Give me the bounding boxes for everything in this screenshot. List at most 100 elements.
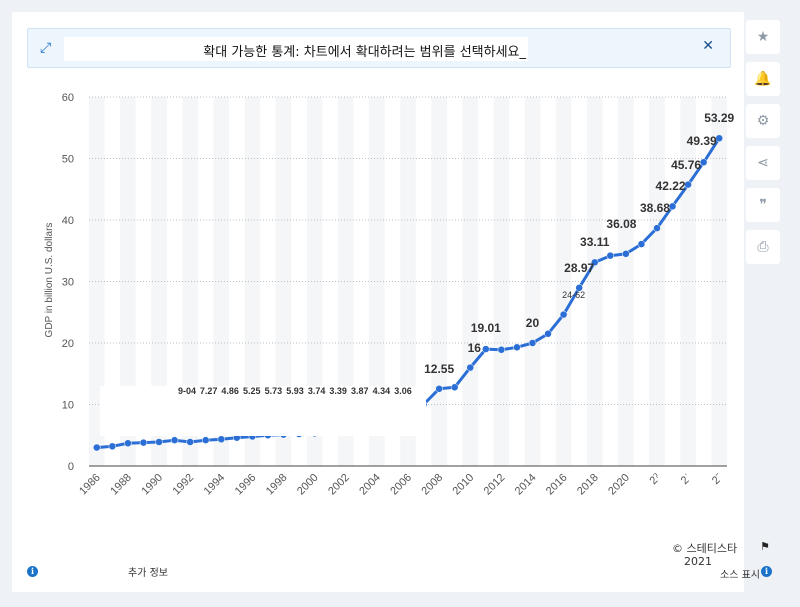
x-tick-label: 2004 — [357, 472, 383, 498]
data-point[interactable] — [637, 240, 646, 248]
data-point[interactable] — [559, 310, 568, 319]
x-tick-label: 2018 — [575, 472, 601, 498]
data-label: 53.29 — [704, 111, 734, 125]
data-label: 3.74 — [308, 386, 326, 396]
data-label: 5.73 — [265, 386, 283, 396]
print-button[interactable]: ⎙ — [746, 230, 780, 264]
column-band — [275, 97, 292, 466]
data-label: 24-62 — [562, 290, 585, 300]
data-label: 12.55 — [424, 362, 454, 376]
x-tick-label: 1986 — [77, 472, 103, 498]
data-label: 3.06 — [394, 386, 412, 396]
star-icon: ★ — [756, 29, 770, 45]
data-point[interactable] — [466, 363, 474, 372]
x-tick-label: 1990 — [139, 472, 165, 498]
more-info-link[interactable]: 추가 정보 — [128, 568, 168, 579]
column-band — [431, 97, 447, 466]
x-tick-label: 2016 — [544, 472, 570, 498]
expand-icon[interactable]: ⤢ — [40, 40, 52, 56]
x-tick-label: 2020 — [606, 472, 632, 498]
data-point[interactable] — [170, 436, 179, 444]
data-label: 42.22 — [656, 179, 686, 193]
x-tick-label: 2ˉ — [710, 471, 726, 487]
data-point[interactable] — [108, 442, 117, 451]
data-point[interactable] — [482, 345, 490, 353]
data-point[interactable] — [653, 224, 661, 232]
y-tick-label: 30 — [62, 277, 74, 289]
data-point[interactable] — [528, 339, 537, 347]
data-point[interactable] — [668, 202, 677, 211]
x-tick-label: 1998 — [264, 472, 290, 498]
flag-icon[interactable]: ⚑ — [760, 541, 770, 553]
data-point[interactable] — [217, 435, 226, 443]
data-label: 19.01 — [471, 321, 501, 335]
column-band — [151, 97, 167, 466]
data-label: 28.97 — [564, 261, 594, 275]
share-button[interactable]: ⋖ — [746, 146, 780, 180]
gear-icon: ⚙ — [756, 113, 770, 129]
data-label: 45.76 — [671, 158, 701, 172]
data-label: 9-04 — [178, 386, 196, 396]
x-tick-label: 2014 — [513, 472, 539, 498]
x-tick-label: 2000 — [295, 472, 321, 498]
column-band — [244, 97, 261, 466]
settings-button[interactable]: ⚙ — [746, 104, 780, 138]
column-band — [182, 97, 198, 466]
data-point[interactable] — [715, 134, 723, 143]
column-band — [618, 97, 634, 466]
overlay-box — [100, 386, 426, 436]
data-point[interactable] — [155, 438, 163, 446]
column-band — [120, 97, 136, 466]
column-band — [524, 97, 541, 466]
data-label: 7.27 — [200, 386, 218, 396]
data-point[interactable] — [497, 346, 506, 354]
data-point[interactable] — [186, 438, 194, 446]
x-tick-label: 2ˀ — [648, 472, 664, 488]
data-point[interactable] — [201, 436, 210, 444]
y-tick-label: 20 — [62, 338, 74, 350]
column-band — [493, 97, 510, 466]
data-point[interactable] — [684, 180, 692, 189]
notification-button[interactable]: 🔔 — [746, 62, 780, 96]
data-point[interactable] — [544, 330, 552, 338]
cite-button[interactable]: ❞ — [746, 188, 780, 222]
x-tick-label: 1992 — [170, 472, 196, 498]
x-tick-label: 2002 — [326, 472, 352, 498]
data-label: 3.39 — [329, 386, 347, 396]
data-point[interactable] — [139, 438, 148, 447]
data-point[interactable] — [590, 258, 599, 267]
data-label: 33.11 — [580, 235, 610, 249]
data-point[interactable] — [575, 284, 583, 292]
data-point[interactable] — [699, 158, 708, 167]
bell-icon: 🔔 — [754, 71, 772, 87]
x-tick-label: 2012 — [482, 472, 508, 498]
x-tick-label: 2006 — [388, 472, 414, 498]
share-icon: ⋖ — [757, 155, 769, 171]
column-band — [337, 97, 354, 466]
favorite-button[interactable]: ★ — [746, 20, 780, 54]
copyright-year: 2021 — [684, 555, 712, 568]
data-point[interactable] — [622, 250, 630, 258]
column-band — [89, 97, 105, 466]
data-label: 20 — [526, 316, 540, 330]
data-point[interactable] — [435, 385, 443, 393]
x-tick-label: 2010 — [451, 472, 477, 498]
y-tick-label: 0 — [68, 461, 74, 473]
data-point[interactable] — [93, 443, 101, 452]
print-icon: ⎙ — [757, 239, 769, 255]
show-source-link[interactable]: 소스 표시 — [720, 570, 760, 581]
data-point[interactable] — [124, 439, 132, 447]
data-label: 49.39 — [687, 134, 717, 148]
y-axis-title: GDP in billion U.S. dollars — [44, 223, 55, 338]
y-tick-label: 60 — [62, 92, 74, 104]
x-tick-label: 2008 — [419, 472, 445, 498]
close-icon[interactable]: ✕ — [702, 38, 714, 54]
data-point[interactable] — [450, 383, 459, 392]
data-label: 5.25 — [243, 386, 261, 396]
data-label: 4.34 — [373, 386, 391, 396]
info-icon[interactable]: i — [27, 566, 38, 577]
source-info-icon[interactable]: i — [761, 566, 772, 577]
data-point[interactable] — [513, 343, 521, 352]
data-point[interactable] — [606, 251, 615, 260]
